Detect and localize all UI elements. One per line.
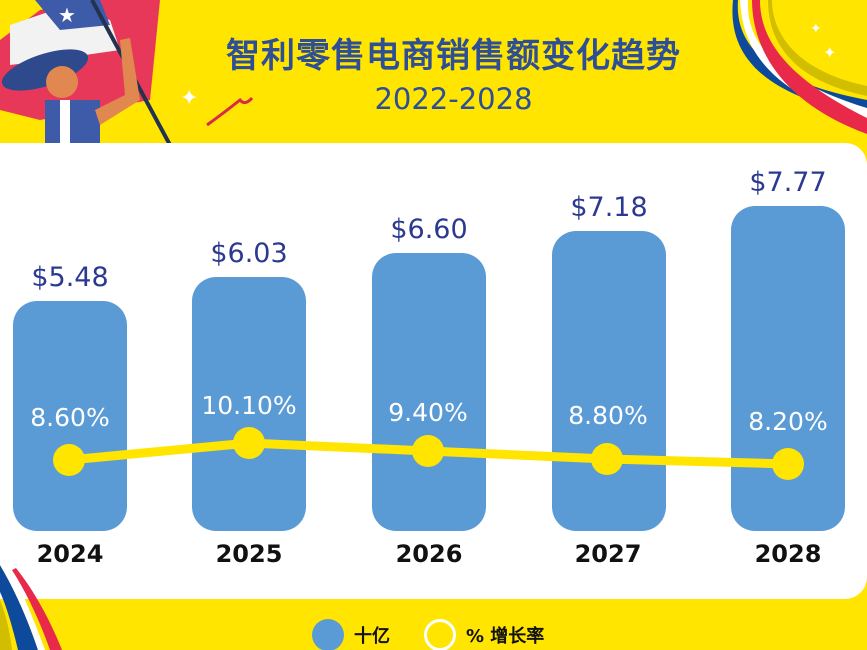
legend-line-label: % 增长率 bbox=[466, 626, 545, 647]
value-label-2027: $7.18 bbox=[570, 192, 648, 223]
growth-point-2024 bbox=[53, 444, 85, 476]
chart-subtitle: 2022-2028 bbox=[374, 82, 533, 116]
value-label-2025: $6.03 bbox=[210, 238, 288, 269]
value-label-2024: $5.48 bbox=[31, 262, 109, 293]
bar-2024 bbox=[13, 301, 127, 531]
year-label-2027: 2027 bbox=[574, 540, 642, 568]
legend-line-swatch-icon bbox=[424, 619, 456, 650]
legend-bar-swatch-icon bbox=[312, 619, 344, 650]
growth-point-2025 bbox=[233, 427, 265, 459]
year-label-2028: 2028 bbox=[754, 540, 822, 568]
growth-label-2024: 8.60% bbox=[30, 403, 110, 432]
bar-2026 bbox=[372, 253, 486, 531]
year-label-2026: 2026 bbox=[395, 540, 463, 568]
growth-point-2026 bbox=[412, 435, 444, 467]
growth-label-2028: 8.20% bbox=[748, 407, 828, 436]
growth-point-2027 bbox=[591, 443, 623, 475]
growth-label-2026: 9.40% bbox=[388, 398, 468, 427]
growth-label-2027: 8.80% bbox=[568, 401, 648, 430]
chart-legend: 十亿 % 增长率 bbox=[312, 619, 545, 650]
value-label-2028: $7.77 bbox=[749, 167, 827, 198]
bar-2027 bbox=[552, 231, 666, 531]
legend-bar-label: 十亿 bbox=[354, 626, 390, 647]
bar-2025 bbox=[192, 277, 306, 531]
year-label-2025: 2025 bbox=[215, 540, 283, 568]
growth-point-2028 bbox=[772, 448, 804, 480]
chart-title: 智利零售电商销售额变化趋势 bbox=[226, 36, 681, 76]
growth-label-2025: 10.10% bbox=[201, 391, 297, 420]
value-label-2026: $6.60 bbox=[390, 214, 468, 245]
year-label-2024: 2024 bbox=[36, 540, 104, 568]
